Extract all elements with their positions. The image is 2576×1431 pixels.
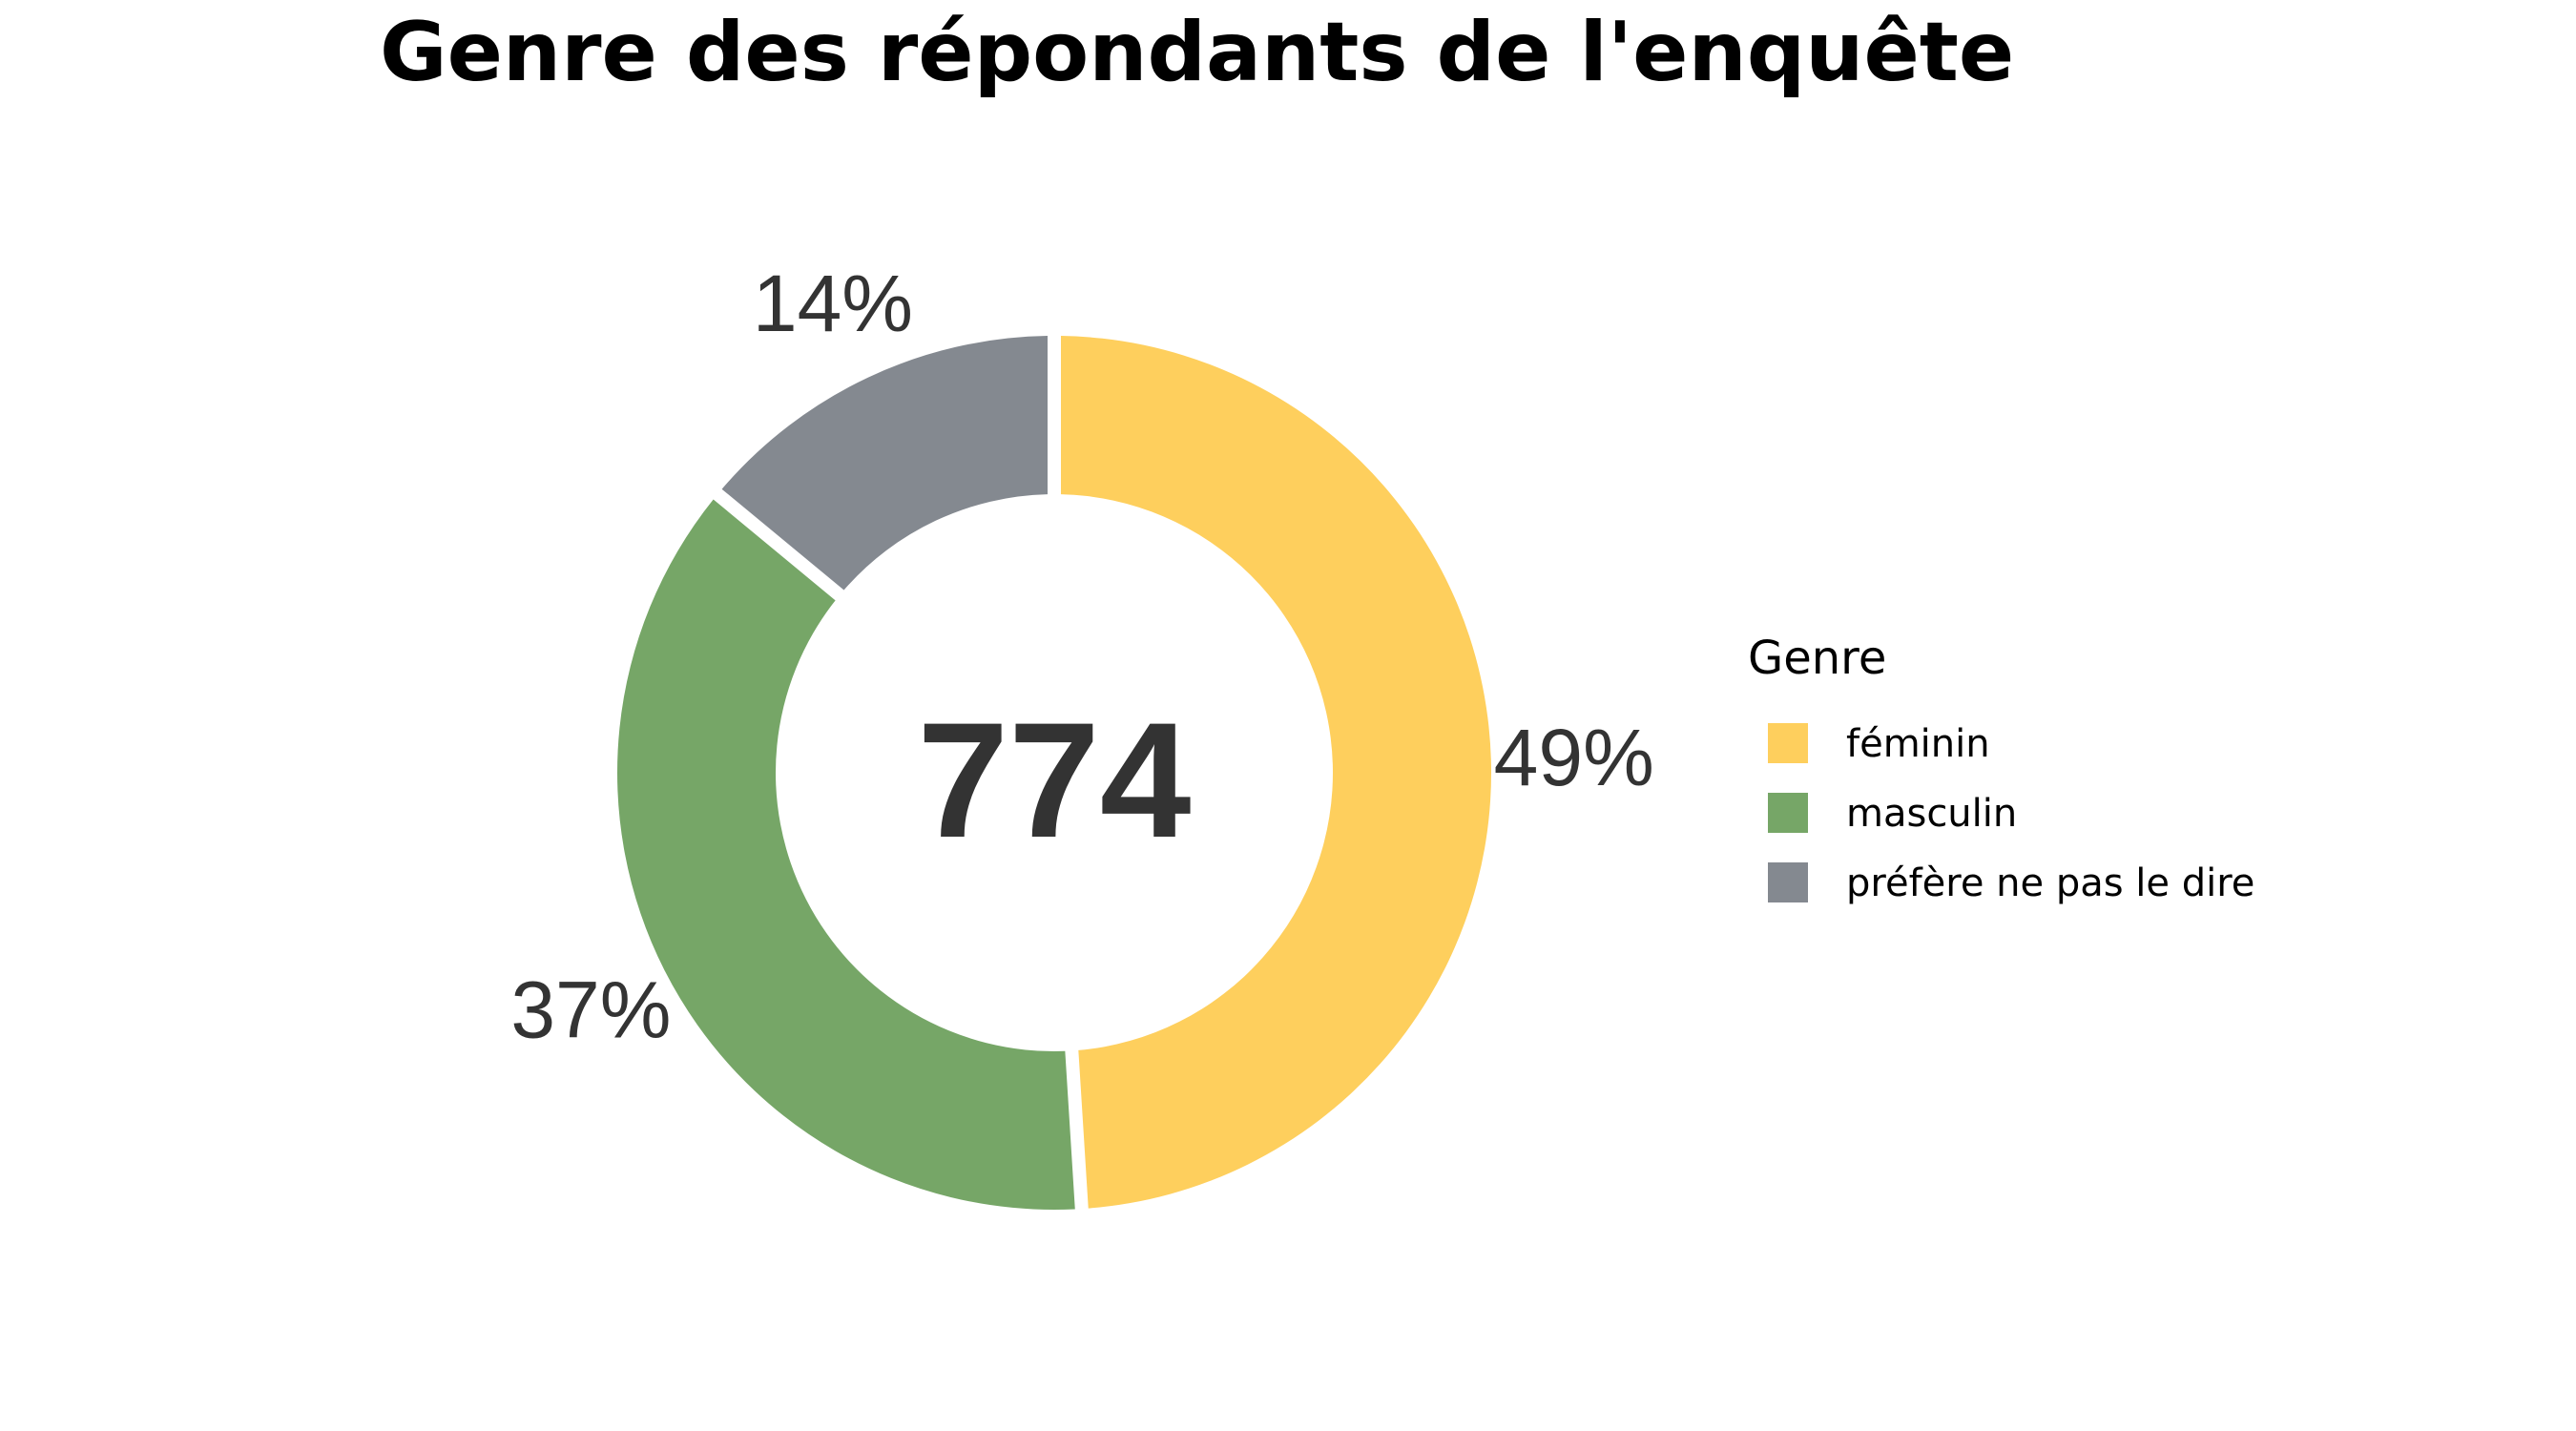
- legend-title: Genre: [1748, 632, 1886, 685]
- legend-label-prefere-ne-pas-le-dire: préfère ne pas le dire: [1846, 861, 2254, 905]
- legend-items: féminin masculin préfère ne pas le dire: [1768, 722, 2254, 905]
- legend-swatch-prefere-ne-pas-le-dire: [1768, 862, 1808, 902]
- legend-swatch-feminin: [1768, 723, 1808, 763]
- legend-swatch-masculin: [1768, 793, 1808, 833]
- donut-slices: [616, 336, 1492, 1210]
- center-total: 774: [918, 689, 1192, 872]
- legend-label-feminin: féminin: [1846, 722, 1990, 766]
- percentage-labels: 49% 37% 14%: [510, 259, 1653, 1055]
- pct-label-masculin: 37%: [510, 964, 671, 1054]
- pct-label-feminin: 49%: [1494, 713, 1654, 802]
- slice-masculin: [616, 499, 1075, 1210]
- slice-feminin: [1060, 336, 1492, 1209]
- pct-label-prefere-ne-pas-le-dire: 14%: [753, 259, 913, 348]
- legend-label-masculin: masculin: [1846, 792, 2017, 836]
- legend: Genre féminin masculin préfère ne pas le d…: [1748, 632, 2254, 905]
- slice-prefere-ne-pas-le-dire: [721, 336, 1049, 591]
- chart-title: Genre des répondants de l'enquête: [380, 5, 2014, 100]
